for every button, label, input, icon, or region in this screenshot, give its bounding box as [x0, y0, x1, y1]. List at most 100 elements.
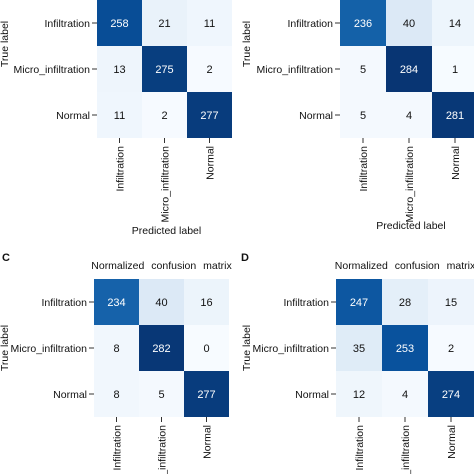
heatmap-cell [432, 46, 474, 92]
x-tick-label: Infiltration [115, 146, 127, 192]
heatmap-cell [97, 92, 142, 138]
cell-value: 281 [446, 110, 464, 122]
confusion-matrix-panel-1: 258 21 11 13 275 2 11 2 277 Infiltration Micro_inf… [0, 0, 232, 237]
heatmap-cell [336, 325, 382, 371]
heatmap-cell [340, 92, 386, 138]
y-tick-label: Micro_infiltration [14, 64, 91, 76]
heatmap-cell [428, 279, 474, 325]
confusion-matrix-panel-2: 236 40 14 5 284 1 5 4 281 Infiltration Micro_infil… [241, 0, 474, 232]
heatmap-cell [187, 92, 232, 138]
y-tick-label: Infiltration [287, 18, 333, 30]
heatmap-cell [432, 0, 474, 46]
y-tick-label: Infiltration [44, 18, 90, 30]
y-tick-label: Normal [53, 389, 87, 401]
heatmap-cell [336, 371, 382, 417]
cell-value: 5 [360, 64, 366, 76]
y-tick-label: Infiltration [283, 297, 329, 309]
cell-value: 13 [113, 64, 125, 76]
cell-value: 4 [402, 389, 408, 401]
heatmap-cell [386, 92, 432, 138]
y-tick-label: Normal [56, 110, 90, 122]
y-axis-title: True label [0, 21, 11, 67]
heatmap-cell [340, 0, 386, 46]
heatmap-cell [184, 325, 229, 371]
x-axis-title: Predicted label [376, 220, 445, 232]
chart-title: Normalized confusion matrix [335, 260, 474, 272]
cell-value: 277 [200, 110, 218, 122]
heatmap-cell [142, 92, 187, 138]
cell-value: 12 [353, 389, 365, 401]
cell-value: 0 [203, 343, 209, 355]
cell-value: 11 [114, 110, 125, 122]
cell-value: 8 [113, 343, 119, 355]
x-tick-label: Infiltration [358, 146, 370, 192]
heatmap-cell [94, 325, 139, 371]
heatmap-cell [142, 0, 187, 46]
confusion-matrix-panel-4: 247 28 15 35 253 2 12 4 274 Infiltration Micro_inf… [241, 252, 474, 474]
x-tick-label: Micro_infiltration [404, 146, 416, 223]
cell-value: 8 [113, 389, 119, 401]
cell-value: 234 [107, 297, 125, 309]
cell-value: 1 [452, 64, 458, 76]
heatmap-cell [336, 279, 382, 325]
cell-value: 253 [396, 343, 414, 355]
y-tick-label: Micro_infiltration [257, 64, 334, 76]
cell-value: 275 [155, 64, 173, 76]
cell-value: 40 [155, 297, 167, 309]
cell-value: 2 [161, 110, 167, 122]
heatmap-cell [97, 46, 142, 92]
heatmap-cell [340, 46, 386, 92]
heatmap-cell [382, 279, 428, 325]
x-tick-label: Micro_infiltration [160, 146, 172, 223]
y-tick-label: Normal [295, 389, 329, 401]
x-tick-label: Normal [202, 425, 214, 459]
x-axis-title: Predicted label [132, 225, 201, 237]
heatmap-cell [386, 0, 432, 46]
x-tick-label: o_infiltration [157, 425, 169, 474]
cell-value: 5 [158, 389, 164, 401]
heatmap-cell [94, 279, 139, 325]
cell-value: 282 [152, 343, 170, 355]
cell-value: 5 [360, 110, 366, 122]
y-axis-title: True label [241, 325, 253, 371]
heatmap-cell [386, 46, 432, 92]
y-tick-label: Micro_infiltration [253, 343, 330, 355]
cell-value: 21 [158, 18, 170, 30]
x-tick-label: Normal [446, 425, 458, 459]
y-tick-label: Normal [299, 110, 333, 122]
panel-letter: C [2, 252, 10, 264]
heatmap-cell [142, 46, 187, 92]
panel-letter: D [241, 252, 249, 264]
cell-value: 15 [445, 297, 457, 309]
x-tick-label: Normal [450, 146, 462, 180]
cell-value: 4 [406, 110, 412, 122]
chart-title: Normalized confusion matrix [91, 260, 232, 272]
y-axis-title: True label [0, 325, 11, 371]
cell-value: 236 [354, 18, 372, 30]
heatmap-cell [428, 371, 474, 417]
heatmap-cell [139, 371, 184, 417]
cell-value: 35 [353, 343, 365, 355]
cell-value: 28 [399, 297, 411, 309]
confusion-matrix-panel-3: 234 40 16 8 282 0 8 5 277 Infiltration Micro_infil… [0, 252, 232, 474]
cell-value: 40 [403, 18, 415, 30]
cell-value: 277 [197, 389, 215, 401]
x-tick-label: Infiltration [354, 425, 366, 471]
heatmap-cell [184, 279, 229, 325]
cell-value: 247 [350, 297, 368, 309]
heatmap-cell [139, 325, 184, 371]
y-tick-label: Infiltration [41, 297, 87, 309]
cell-value: 16 [200, 297, 212, 309]
y-tick-label: Micro_infiltration [11, 343, 88, 355]
heatmap-cell [97, 0, 142, 46]
heatmap-cell [382, 325, 428, 371]
heatmap-cell [187, 46, 232, 92]
cell-value: 284 [400, 64, 418, 76]
cell-value: 14 [449, 18, 461, 30]
cell-value: 274 [442, 389, 460, 401]
x-tick-label: Normal [205, 146, 217, 180]
heatmap-cell [432, 92, 474, 138]
cell-value: 11 [204, 18, 215, 30]
x-tick-label: o_infiltration [400, 425, 412, 474]
cell-value: 258 [110, 18, 128, 30]
